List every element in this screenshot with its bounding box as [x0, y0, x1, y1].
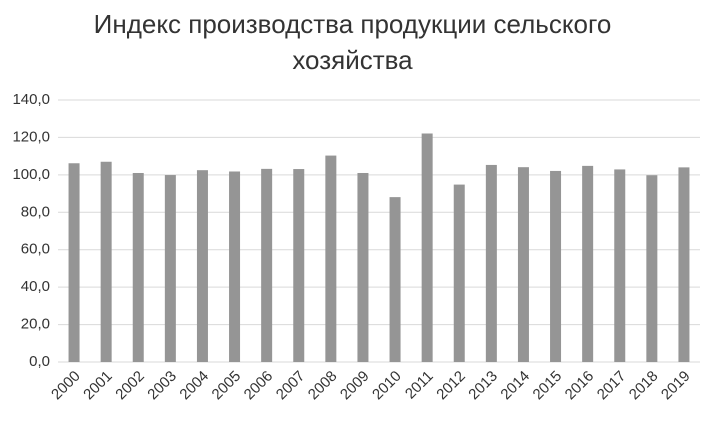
chart-title: Индекс производства продукции сельского … [93, 9, 612, 75]
x-tick-label: 2012 [433, 368, 469, 404]
bar [261, 168, 273, 362]
x-tick-label: 2009 [337, 368, 373, 404]
y-tick-label: 40,0 [21, 278, 50, 295]
y-tick-label: 120,0 [12, 128, 50, 145]
y-tick-label: 80,0 [21, 203, 50, 220]
x-tick-label: 2002 [112, 368, 148, 404]
y-tick-label: 140,0 [12, 91, 50, 108]
x-tick-label: 2007 [273, 368, 309, 404]
bar [100, 161, 112, 362]
y-tick-label: 60,0 [21, 241, 50, 258]
x-tick-label: 2015 [530, 368, 566, 404]
bar [550, 170, 562, 362]
x-tick-label: 2019 [658, 368, 694, 404]
bar [614, 169, 626, 362]
y-tick-label: 20,0 [21, 316, 50, 333]
y-tick-label: 0,0 [29, 353, 50, 370]
bar [678, 167, 690, 362]
x-tick-label: 2003 [144, 368, 180, 404]
bar [132, 172, 144, 362]
bar [582, 165, 594, 362]
x-tick-label: 2001 [80, 368, 116, 404]
x-tick-label: 2018 [626, 368, 662, 404]
bar [68, 163, 80, 362]
bar [517, 167, 529, 362]
x-tick-label: 2000 [48, 368, 84, 404]
bar [357, 172, 369, 362]
bar [229, 171, 241, 362]
x-tick-label: 2011 [402, 368, 437, 403]
x-tick-label: 2017 [594, 368, 630, 404]
bar [325, 155, 337, 362]
x-tick-label: 2014 [497, 368, 533, 404]
y-tick-label: 100,0 [12, 166, 50, 183]
bar [421, 133, 433, 362]
x-tick-label: 2005 [209, 368, 245, 404]
bar [485, 164, 497, 362]
x-tick-label: 2004 [176, 368, 212, 404]
bar [646, 175, 658, 362]
bar [453, 184, 465, 362]
bar [164, 175, 176, 362]
x-tick-label: 2010 [369, 368, 405, 404]
x-tick-label: 2013 [465, 368, 501, 404]
bar [293, 169, 305, 362]
x-tick-label: 2016 [562, 368, 598, 404]
x-tick-label: 2006 [241, 368, 277, 404]
bar [389, 197, 401, 362]
bar [196, 170, 208, 362]
x-tick-label: 2008 [305, 368, 341, 404]
